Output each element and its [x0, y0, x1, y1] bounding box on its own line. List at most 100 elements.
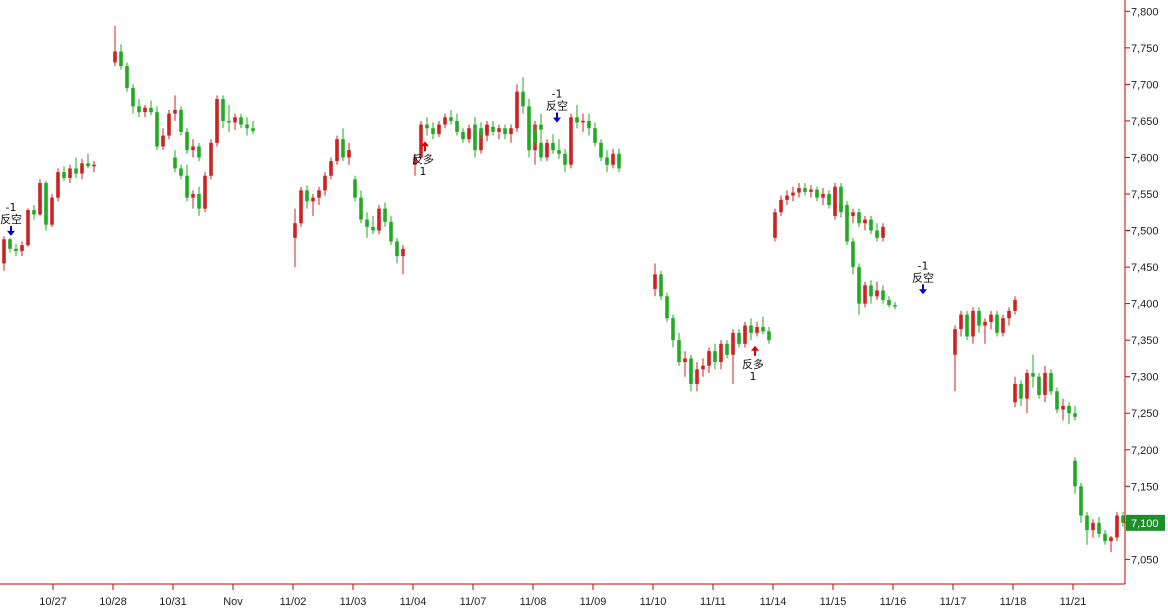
candle-body	[563, 153, 567, 165]
x-tick-label: 11/07	[460, 596, 487, 608]
last-price-label: 7,100	[1131, 518, 1159, 530]
candle-body	[749, 325, 753, 333]
candle	[1097, 517, 1101, 538]
candle-body	[869, 219, 873, 231]
candles-layer	[2, 25, 1125, 553]
candle	[455, 113, 459, 136]
candle	[695, 362, 699, 392]
candle-body	[725, 343, 729, 355]
candle	[551, 134, 555, 154]
buy-signal-count: 1	[420, 165, 427, 178]
candle	[779, 195, 783, 216]
candle-body	[239, 117, 243, 125]
candle	[1031, 354, 1035, 388]
candle-body	[737, 332, 741, 344]
candle-body	[185, 175, 189, 198]
candle-body	[1037, 376, 1041, 395]
candle-body	[869, 285, 873, 297]
candle-body	[587, 120, 591, 129]
sell-signal-label: 反空	[0, 212, 22, 226]
candle-body	[299, 190, 303, 224]
candle-body	[113, 51, 117, 63]
y-tick-label: 7,400	[1131, 299, 1159, 311]
candle-body	[539, 124, 543, 130]
candle-body	[977, 310, 981, 326]
candle-body	[809, 189, 813, 192]
candle-body	[92, 164, 96, 167]
candle	[149, 100, 153, 116]
candle	[425, 117, 429, 136]
y-tick-label: 7,350	[1131, 335, 1159, 347]
candle	[221, 95, 225, 129]
candle	[959, 310, 963, 337]
candle-body	[179, 168, 183, 176]
candle	[737, 329, 741, 348]
candle	[1025, 369, 1029, 414]
y-tick-label: 7,200	[1131, 445, 1159, 457]
candle-body	[683, 358, 687, 363]
candle	[539, 135, 543, 162]
candle	[875, 281, 879, 300]
candle	[863, 215, 867, 231]
candle-body	[875, 290, 879, 297]
candle	[395, 237, 399, 264]
candle	[863, 281, 867, 308]
candle-body	[731, 332, 735, 355]
candle	[191, 139, 195, 158]
candle-body	[617, 153, 621, 169]
candle-body	[455, 120, 459, 132]
candle	[755, 321, 759, 337]
candle-body	[173, 109, 177, 114]
candle	[239, 113, 243, 129]
candle-body	[803, 188, 807, 192]
candle-body	[653, 274, 657, 289]
candle	[995, 310, 999, 337]
candle-body	[419, 124, 423, 158]
candle	[833, 183, 837, 220]
buy-signal: 反多1	[412, 141, 434, 178]
y-tick-label: 7,300	[1131, 372, 1159, 384]
candle	[1085, 511, 1089, 545]
candle-body	[38, 183, 42, 215]
candle-body	[569, 117, 573, 165]
candle-body	[839, 186, 843, 213]
candle	[593, 122, 597, 147]
candle-body	[545, 142, 549, 158]
candle	[1043, 365, 1047, 403]
candle	[515, 84, 519, 132]
candle	[44, 180, 48, 231]
candle-body	[167, 113, 171, 136]
candle	[965, 310, 969, 341]
candle	[983, 318, 987, 344]
candle-body	[965, 314, 969, 337]
candle-body	[515, 91, 519, 129]
candle	[815, 186, 819, 202]
last-price-marker: 7,100	[1126, 514, 1165, 531]
candle	[1115, 511, 1119, 542]
candle-body	[857, 267, 861, 304]
candle	[485, 124, 489, 142]
candle	[341, 128, 345, 162]
candle-body	[74, 168, 78, 174]
x-tick-label: 11/03	[340, 596, 367, 608]
candle	[617, 148, 621, 173]
candle	[569, 113, 573, 169]
sell-signal-count: -1	[552, 88, 563, 101]
sell-signal-label: 反空	[912, 270, 934, 284]
candle	[761, 316, 765, 335]
candle	[1073, 405, 1077, 421]
candle	[383, 202, 387, 227]
buy-arrow-head	[751, 345, 759, 351]
candle	[329, 157, 333, 180]
candle	[347, 142, 351, 165]
candle-body	[395, 241, 399, 257]
candle-body	[425, 124, 429, 129]
candle-body	[863, 285, 867, 304]
candle	[773, 208, 777, 242]
candle	[857, 263, 861, 315]
candle	[665, 292, 669, 322]
candle-body	[827, 194, 831, 205]
candle-body	[701, 365, 705, 370]
